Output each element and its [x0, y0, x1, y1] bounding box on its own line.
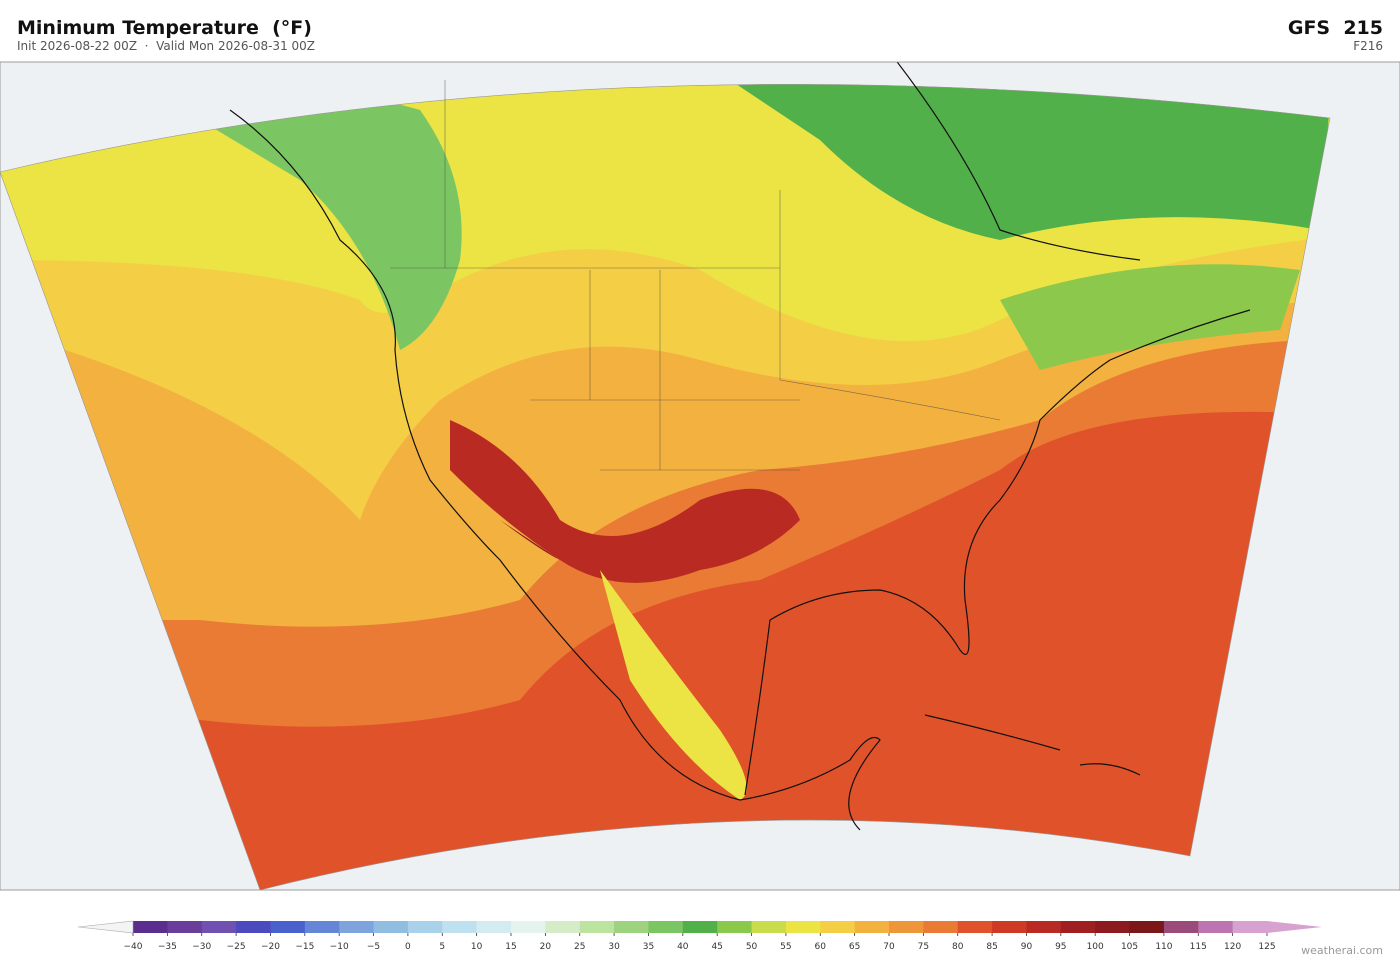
- colorbar-tick-label: 90: [1021, 942, 1033, 952]
- colorbar-tick-label: −20: [261, 942, 280, 952]
- colorbar-tick-label: −40: [124, 942, 143, 952]
- colorbar-segment: [236, 921, 271, 933]
- colorbar-tick-label: 45: [711, 942, 722, 952]
- colorbar-over: [1267, 921, 1322, 933]
- colorbar-tick-label: 75: [918, 942, 929, 952]
- colorbar-segment: [339, 921, 375, 933]
- colorbar-tick-label: 25: [574, 942, 585, 952]
- colorbar-tick-label: 120: [1224, 942, 1241, 952]
- colorbar-segment: [854, 921, 890, 933]
- colorbar-segment: [1060, 921, 1096, 933]
- colorbar-tick-label: 105: [1121, 942, 1138, 952]
- colorbar-tick-label: −15: [295, 942, 314, 952]
- colorbar-under: [77, 920, 134, 934]
- colorbar-tick-label: 30: [608, 942, 620, 952]
- colorbar-segment: [476, 921, 512, 933]
- subtitle: Init 2026-08-22 00Z · Valid Mon 2026-08-…: [17, 39, 315, 53]
- colorbar-tick-label: 55: [780, 942, 791, 952]
- colorbar-tick-label: −30: [192, 942, 211, 952]
- colorbar-segment: [992, 921, 1027, 933]
- watermark: weatherai.com: [1301, 944, 1383, 957]
- colorbar-tick-label: 10: [471, 942, 483, 952]
- colorbar-tick-label: 20: [540, 942, 552, 952]
- colorbar-segment: [442, 921, 478, 933]
- colorbar-segment: [820, 921, 856, 933]
- title: Minimum Temperature (°F): [17, 17, 312, 39]
- colorbar-tick-label: 35: [643, 942, 654, 952]
- model-label: GFS 215: [1288, 17, 1383, 39]
- colorbar-segment: [1232, 921, 1268, 933]
- colorbar-segment: [1129, 921, 1165, 933]
- colorbar-tick-label: −25: [227, 942, 246, 952]
- colorbar-segment: [407, 921, 443, 933]
- colorbar-segment: [1095, 921, 1131, 933]
- forecast-hour: F216: [1353, 39, 1383, 53]
- colorbar-tick-label: 110: [1155, 942, 1172, 952]
- colorbar-segment: [957, 921, 993, 933]
- colorbar-segment: [1198, 921, 1234, 933]
- colorbar-tick-label: 15: [505, 942, 516, 952]
- colorbar-tick-label: 5: [439, 942, 445, 952]
- colorbar-segment: [545, 921, 581, 933]
- colorbar-tick-label: 70: [883, 942, 895, 952]
- colorbar-segment: [304, 921, 340, 933]
- colorbar-segment: [717, 921, 753, 933]
- colorbar-segment: [614, 921, 649, 933]
- colorbar-tick-label: 40: [677, 942, 689, 952]
- colorbar-segment: [682, 921, 718, 933]
- colorbar-segment: [889, 921, 924, 933]
- colorbar-segment: [579, 921, 615, 933]
- colorbar-segment: [167, 921, 203, 933]
- colorbar-segment: [1163, 921, 1199, 933]
- colorbar-tick-label: 60: [815, 942, 827, 952]
- colorbar-tick-label: −10: [330, 942, 349, 952]
- colorbar-segment: [201, 921, 237, 933]
- colorbar-tick-label: 100: [1087, 942, 1104, 952]
- colorbar-tick-label: 125: [1258, 942, 1275, 952]
- colorbar-segment: [270, 921, 306, 933]
- colorbar-tick-label: 0: [405, 942, 411, 952]
- colorbar-segment: [133, 921, 168, 933]
- colorbar-tick-label: 50: [746, 942, 758, 952]
- colorbar-tick-label: 115: [1190, 942, 1207, 952]
- colorbar-segment: [648, 921, 684, 933]
- colorbar-tick-label: −5: [367, 942, 380, 952]
- colorbar: −40 −35 −30 −25 −20 −15 −10 −5 0 5 10 15 20 25 30 35 40 4…: [77, 920, 1322, 952]
- colorbar-segment: [923, 921, 959, 933]
- colorbar-segment: [751, 921, 787, 933]
- colorbar-tick-label: 65: [849, 942, 860, 952]
- colorbar-segment: [511, 921, 546, 933]
- colorbar-segment: [1026, 921, 1062, 933]
- colorbar-tick-label: 85: [986, 942, 997, 952]
- colorbar-segment: [785, 921, 821, 933]
- colorbar-tick-label: −35: [158, 942, 177, 952]
- colorbar-tick-label: 95: [1055, 942, 1066, 952]
- colorbar-tick-label: 80: [952, 942, 964, 952]
- colorbar-segment: [373, 921, 409, 933]
